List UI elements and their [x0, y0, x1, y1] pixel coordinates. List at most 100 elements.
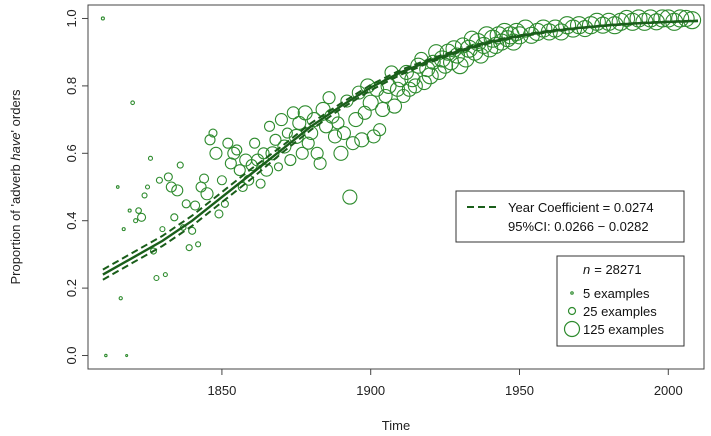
- data-point: [340, 94, 354, 108]
- data-point: [104, 353, 108, 358]
- fit-legend-ci: 95%CI: 0.0266 − 0.0282: [508, 219, 649, 234]
- data-point: [629, 9, 648, 28]
- data-point: [159, 226, 166, 233]
- data-point: [195, 241, 202, 248]
- data-point: [144, 184, 151, 190]
- size-legend-marker-medium: [567, 306, 577, 316]
- data-point: [671, 9, 690, 28]
- data-point: [181, 199, 191, 209]
- y-axis: 0.0 0.2 0.4 0.6 0.8 1.0: [64, 9, 88, 365]
- size-legend-box: [556, 255, 685, 347]
- data-point: [410, 57, 427, 74]
- data-point: [327, 129, 343, 144]
- fit-lines: [102, 19, 699, 281]
- size-legend-large-label: 125 examples: [583, 322, 664, 337]
- data-point: [546, 19, 565, 38]
- data-point: [188, 226, 197, 235]
- data-point: [100, 16, 105, 21]
- size-legend-small-label: 5 examples: [583, 286, 650, 301]
- data-point: [190, 200, 201, 211]
- data-point: [373, 123, 387, 137]
- data-point: [348, 112, 364, 128]
- data-point: [386, 98, 403, 114]
- x-tick-label: 1950: [505, 383, 534, 398]
- data-point: [125, 353, 129, 358]
- data-point: [495, 22, 514, 42]
- data-point: [322, 91, 336, 105]
- size-legend-marker-large: [563, 320, 581, 338]
- data-point: [357, 105, 372, 120]
- data-point: [209, 146, 223, 160]
- data-point: [127, 208, 132, 213]
- data-point: [133, 218, 139, 224]
- data-point: [155, 176, 163, 184]
- size-legend-n: n = 28271: [583, 262, 642, 277]
- data-point: [281, 127, 293, 139]
- data-point: [297, 105, 313, 121]
- size-legend-medium-label: 25 examples: [583, 304, 657, 319]
- data-point: [199, 173, 210, 184]
- data-point: [558, 16, 577, 35]
- data-point: [216, 175, 227, 186]
- data-point: [507, 22, 526, 42]
- data-point: [310, 146, 324, 160]
- y-axis-label-part2: have: [8, 132, 23, 160]
- data-point: [257, 147, 270, 160]
- data-point: [185, 244, 193, 252]
- data-point: [292, 115, 307, 131]
- data-point: [618, 9, 636, 28]
- data-point: [362, 94, 379, 111]
- data-point: [451, 57, 469, 75]
- data-point: [421, 67, 439, 85]
- data-point: [431, 64, 447, 80]
- data-point: [295, 146, 309, 160]
- data-point: [653, 9, 672, 28]
- x-axis-label: Time: [382, 418, 410, 433]
- data-point: [599, 12, 618, 31]
- fit-line: [102, 19, 699, 276]
- data-point: [135, 207, 142, 214]
- y-tick-label: 0.4: [64, 212, 79, 230]
- x-tick-label: 2000: [654, 383, 683, 398]
- data-point: [222, 137, 234, 149]
- data-point: [137, 212, 147, 222]
- data-point: [273, 162, 284, 172]
- y-axis-label-part3: ' orders: [8, 89, 23, 132]
- data-point: [336, 126, 351, 141]
- data-point: [237, 181, 248, 193]
- data-point: [263, 120, 276, 132]
- data-point: [208, 128, 218, 138]
- data-point: [489, 26, 508, 45]
- y-axis-label: Proportion of 'adverb have' orders: [8, 89, 23, 285]
- x-axis: 1850 1900 1950 2000: [207, 369, 683, 398]
- size-legend: n = 28271 5 examples 25 examples 125 exam…: [556, 255, 685, 347]
- data-point: [284, 153, 297, 167]
- y-tick-label: 0.8: [64, 77, 79, 95]
- size-legend-marker-small: [570, 291, 574, 295]
- data-point: [249, 137, 261, 149]
- data-point: [472, 47, 489, 64]
- y-tick-label: 1.0: [64, 9, 79, 27]
- data-point: [214, 209, 224, 219]
- fit-legend-box: [455, 190, 685, 243]
- data-point: [147, 155, 154, 161]
- data-point: [141, 192, 148, 199]
- data-point: [121, 227, 126, 232]
- data-point: [233, 164, 246, 177]
- data-point: [162, 272, 168, 278]
- data-point: [277, 139, 292, 154]
- data-point: [231, 144, 243, 156]
- data-point: [115, 185, 120, 189]
- data-point: [163, 172, 173, 182]
- y-tick-label: 0.0: [64, 346, 79, 364]
- data-point: [204, 134, 216, 146]
- data-point: [130, 100, 135, 106]
- data-point: [255, 178, 266, 189]
- x-tick-label: 1850: [207, 383, 236, 398]
- data-point: [153, 274, 160, 282]
- data-point: [333, 145, 349, 161]
- data-point: [200, 187, 214, 201]
- x-tick-label: 1900: [356, 383, 385, 398]
- y-tick-label: 0.6: [64, 144, 79, 162]
